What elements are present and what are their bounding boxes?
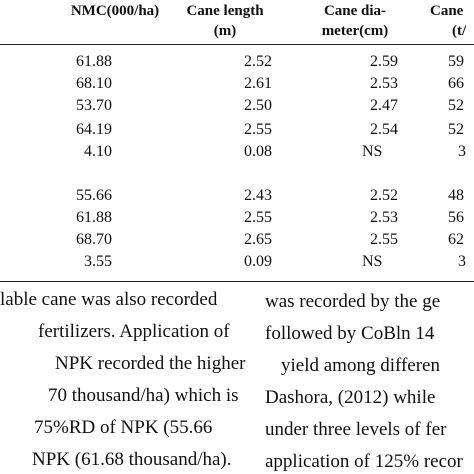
table-cell: 68.10 <box>76 75 112 92</box>
table-cell: 4.10 <box>84 143 112 160</box>
table-cell: 2.55 <box>370 231 398 248</box>
header-cell: NMC(000/ha) <box>70 3 160 19</box>
text-line: NPK recorded the higher <box>55 353 246 374</box>
table-cell: 48 <box>448 187 464 204</box>
table-cell: 2.50 <box>244 97 272 114</box>
table-cell: 2.52 <box>244 53 272 70</box>
table-cell: 53.70 <box>76 97 112 114</box>
table-cell: 2.53 <box>370 209 398 226</box>
table-cell: 3 <box>458 143 466 160</box>
text-line: fertilizers. Application of <box>38 321 230 342</box>
table-cell: 2.47 <box>370 97 398 114</box>
table-cell: 68.70 <box>76 231 112 248</box>
table-cell: NS <box>362 143 383 160</box>
header-cell: Cane <box>430 3 464 19</box>
text-line: lable cane was also recorded <box>0 289 218 310</box>
table-cell: 64.19 <box>76 121 112 138</box>
table-cell: 2.55 <box>244 209 272 226</box>
text-line: under three levels of fer <box>265 419 447 440</box>
table-cell: 2.55 <box>244 121 272 138</box>
table-cell: 3.55 <box>84 253 112 270</box>
table-cell: 62 <box>448 231 464 248</box>
text-line: followed by CoBln 14 <box>265 323 435 344</box>
header-cell: Cane length <box>186 3 264 19</box>
header-cell: meter(cm) <box>321 23 389 39</box>
header-cell: (t/ <box>452 23 467 39</box>
table-cell: 66 <box>448 75 464 92</box>
table-cell: NS <box>362 253 383 270</box>
table-cell: 56 <box>448 209 464 226</box>
table-cell: 61.88 <box>76 209 112 226</box>
table-cell: 0.09 <box>244 253 272 270</box>
table-cell: 2.65 <box>244 231 272 248</box>
table-cell: 0.08 <box>244 143 272 160</box>
table-cell: 2.52 <box>370 187 398 204</box>
text-line: yield among differen <box>281 355 440 376</box>
table-cell: 2.54 <box>370 121 398 138</box>
table-cell: 52 <box>448 121 464 138</box>
text-line: application of 125% recor <box>265 451 463 472</box>
table-rule <box>0 44 474 45</box>
table-cell: 52 <box>448 97 464 114</box>
header-cell: Cane dia- <box>323 3 387 19</box>
table-cell: 55.66 <box>76 187 112 204</box>
text-line: was recorded by the ge <box>265 291 441 312</box>
table-cell: 2.61 <box>244 75 272 92</box>
text-line: NPK (61.68 thousand/ha). <box>32 449 232 470</box>
table-cell: 2.53 <box>370 75 398 92</box>
table-rule <box>0 281 474 282</box>
table-cell: 2.59 <box>370 53 398 70</box>
text-line: 70 thousand/ha) which is <box>48 385 239 406</box>
table-cell: 59 <box>448 53 464 70</box>
header-cell: (m) <box>213 23 237 39</box>
table-cell: 3 <box>458 253 466 270</box>
text-line: Dashora, (2012) while <box>265 387 436 408</box>
table-cell: 2.43 <box>244 187 272 204</box>
table-cell: 61.88 <box>76 53 112 70</box>
text-line: 75%RD of NPK (55.66 <box>34 417 213 438</box>
